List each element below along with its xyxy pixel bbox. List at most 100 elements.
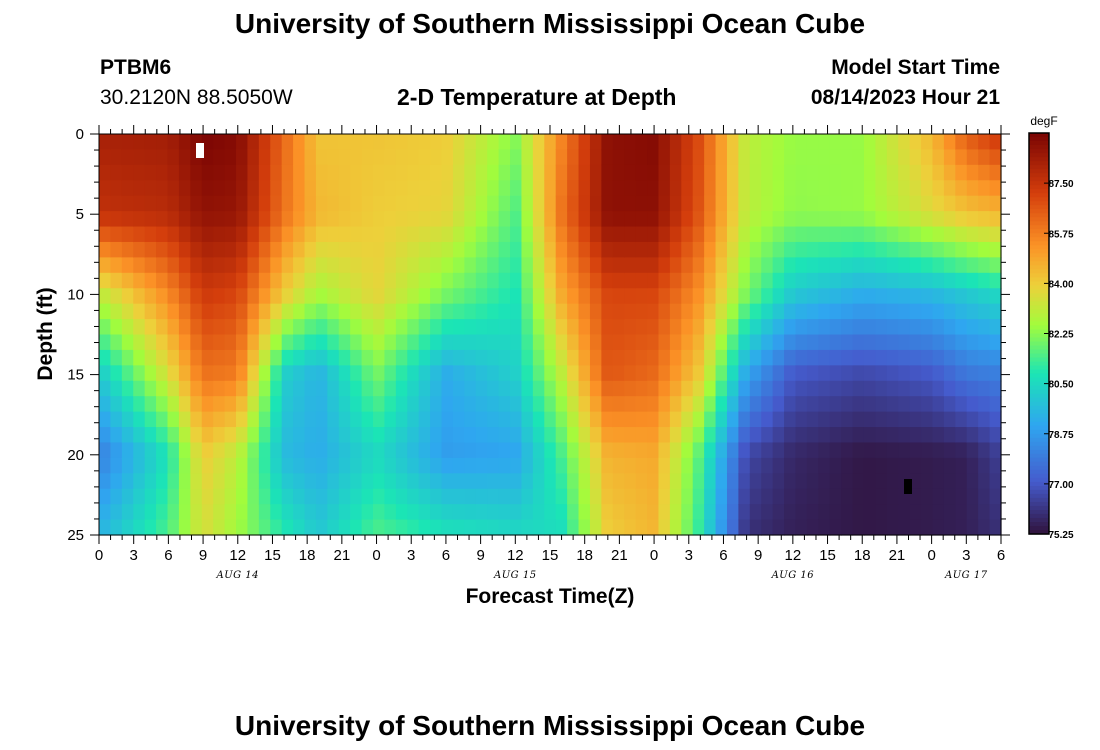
heatmap-cell xyxy=(510,334,523,351)
heatmap-cell xyxy=(704,504,717,521)
heatmap-cell xyxy=(156,303,169,320)
heatmap-cell xyxy=(350,442,363,459)
heatmap-cell xyxy=(532,396,545,413)
heatmap-cell xyxy=(327,226,340,243)
heatmap-cell xyxy=(943,164,956,181)
heatmap-cell xyxy=(761,473,774,490)
heatmap-cell xyxy=(829,504,842,521)
heatmap-cell xyxy=(989,365,1002,382)
heatmap-cell xyxy=(795,365,808,382)
x-tick-label: 12 xyxy=(507,547,524,564)
heatmap-cell xyxy=(921,257,934,274)
heatmap-cell xyxy=(293,457,306,474)
heatmap-cell xyxy=(178,303,191,320)
heatmap-cell xyxy=(863,257,877,274)
heatmap-cell xyxy=(510,504,523,521)
heatmap-cell xyxy=(510,319,523,336)
heatmap-cell xyxy=(430,272,443,289)
colorbar-step xyxy=(1029,337,1049,343)
heatmap-cell xyxy=(966,319,979,336)
heatmap-cell xyxy=(578,195,591,212)
heatmap-cell xyxy=(247,195,260,212)
heatmap-cell xyxy=(589,519,602,536)
heatmap-cell xyxy=(989,257,1002,274)
heatmap-cell xyxy=(121,303,134,320)
heatmap-cell xyxy=(692,164,705,181)
heatmap-cell xyxy=(167,149,180,166)
colorbar-step xyxy=(1029,377,1049,383)
heatmap-cell xyxy=(978,149,991,166)
colorbar-tick-label: 87.50 xyxy=(1048,179,1073,190)
heatmap-cell xyxy=(772,411,785,428)
colorbar-step xyxy=(1029,273,1049,278)
heatmap-cell xyxy=(350,380,363,397)
heatmap-cell xyxy=(430,149,443,166)
heatmap-cell xyxy=(578,457,591,474)
colorbar-step xyxy=(1029,441,1049,447)
heatmap-cell xyxy=(133,134,146,151)
heatmap-cell xyxy=(761,442,774,459)
heatmap-cell xyxy=(144,319,157,336)
heatmap-cell xyxy=(338,411,351,428)
heatmap-cell xyxy=(156,319,169,336)
heatmap-cell xyxy=(955,164,968,181)
heatmap-cell xyxy=(806,164,819,181)
heatmap-cell xyxy=(818,180,831,197)
colorbar-step xyxy=(1029,353,1049,359)
heatmap-cell xyxy=(338,457,351,474)
heatmap-cell xyxy=(978,365,991,382)
heatmap-cell xyxy=(921,241,934,258)
heatmap-cell xyxy=(658,380,671,397)
heatmap-cell xyxy=(704,488,717,505)
heatmap-cell xyxy=(715,164,728,181)
heatmap-cell xyxy=(841,134,854,151)
heatmap-cell xyxy=(236,411,249,428)
heatmap-cell xyxy=(955,334,968,351)
heatmap-cell xyxy=(315,349,328,366)
heatmap-cell xyxy=(407,272,420,289)
heatmap-cell xyxy=(715,288,728,305)
heatmap-cell xyxy=(863,427,877,444)
heatmap-cell xyxy=(452,349,465,366)
heatmap-cell xyxy=(475,272,488,289)
heatmap-cell xyxy=(201,365,214,382)
heatmap-cell xyxy=(532,149,545,166)
heatmap-cell xyxy=(178,288,191,305)
heatmap-cell xyxy=(544,257,557,274)
heatmap-cell xyxy=(772,195,785,212)
heatmap-cell xyxy=(749,334,762,351)
heatmap-cell xyxy=(692,134,705,151)
heatmap-cell xyxy=(441,180,454,197)
heatmap-cell xyxy=(258,226,271,243)
heatmap-cell xyxy=(281,134,294,151)
heatmap-cell xyxy=(395,303,408,320)
colorbar-step xyxy=(1029,185,1049,190)
heatmap-cell xyxy=(612,519,625,536)
heatmap-cell xyxy=(190,180,203,197)
heatmap-cell xyxy=(738,134,751,151)
heatmap-cell xyxy=(338,303,351,320)
heatmap-cell xyxy=(247,411,260,428)
heatmap-cell xyxy=(167,488,180,505)
heatmap-cell xyxy=(784,211,797,228)
heatmap-cell xyxy=(726,272,739,289)
heatmap-cell xyxy=(315,380,328,397)
heatmap-cell xyxy=(555,411,568,428)
heatmap-cell xyxy=(578,134,591,151)
heatmap-cell xyxy=(921,272,934,289)
heatmap-cell xyxy=(772,303,785,320)
heatmap-cell xyxy=(350,241,363,258)
heatmap-cell xyxy=(258,303,271,320)
heatmap-cell xyxy=(464,473,477,490)
heatmap-cell xyxy=(852,257,865,274)
heatmap-cell xyxy=(567,195,580,212)
heatmap-cell xyxy=(281,211,294,228)
heatmap-cell xyxy=(384,149,397,166)
min-marker xyxy=(904,479,912,494)
heatmap-cell xyxy=(304,365,317,382)
heatmap-cell xyxy=(989,164,1002,181)
colorbar-step xyxy=(1029,265,1049,270)
heatmap-cell xyxy=(875,288,888,305)
heatmap-cell xyxy=(635,365,648,382)
heatmap-cell xyxy=(978,241,991,258)
